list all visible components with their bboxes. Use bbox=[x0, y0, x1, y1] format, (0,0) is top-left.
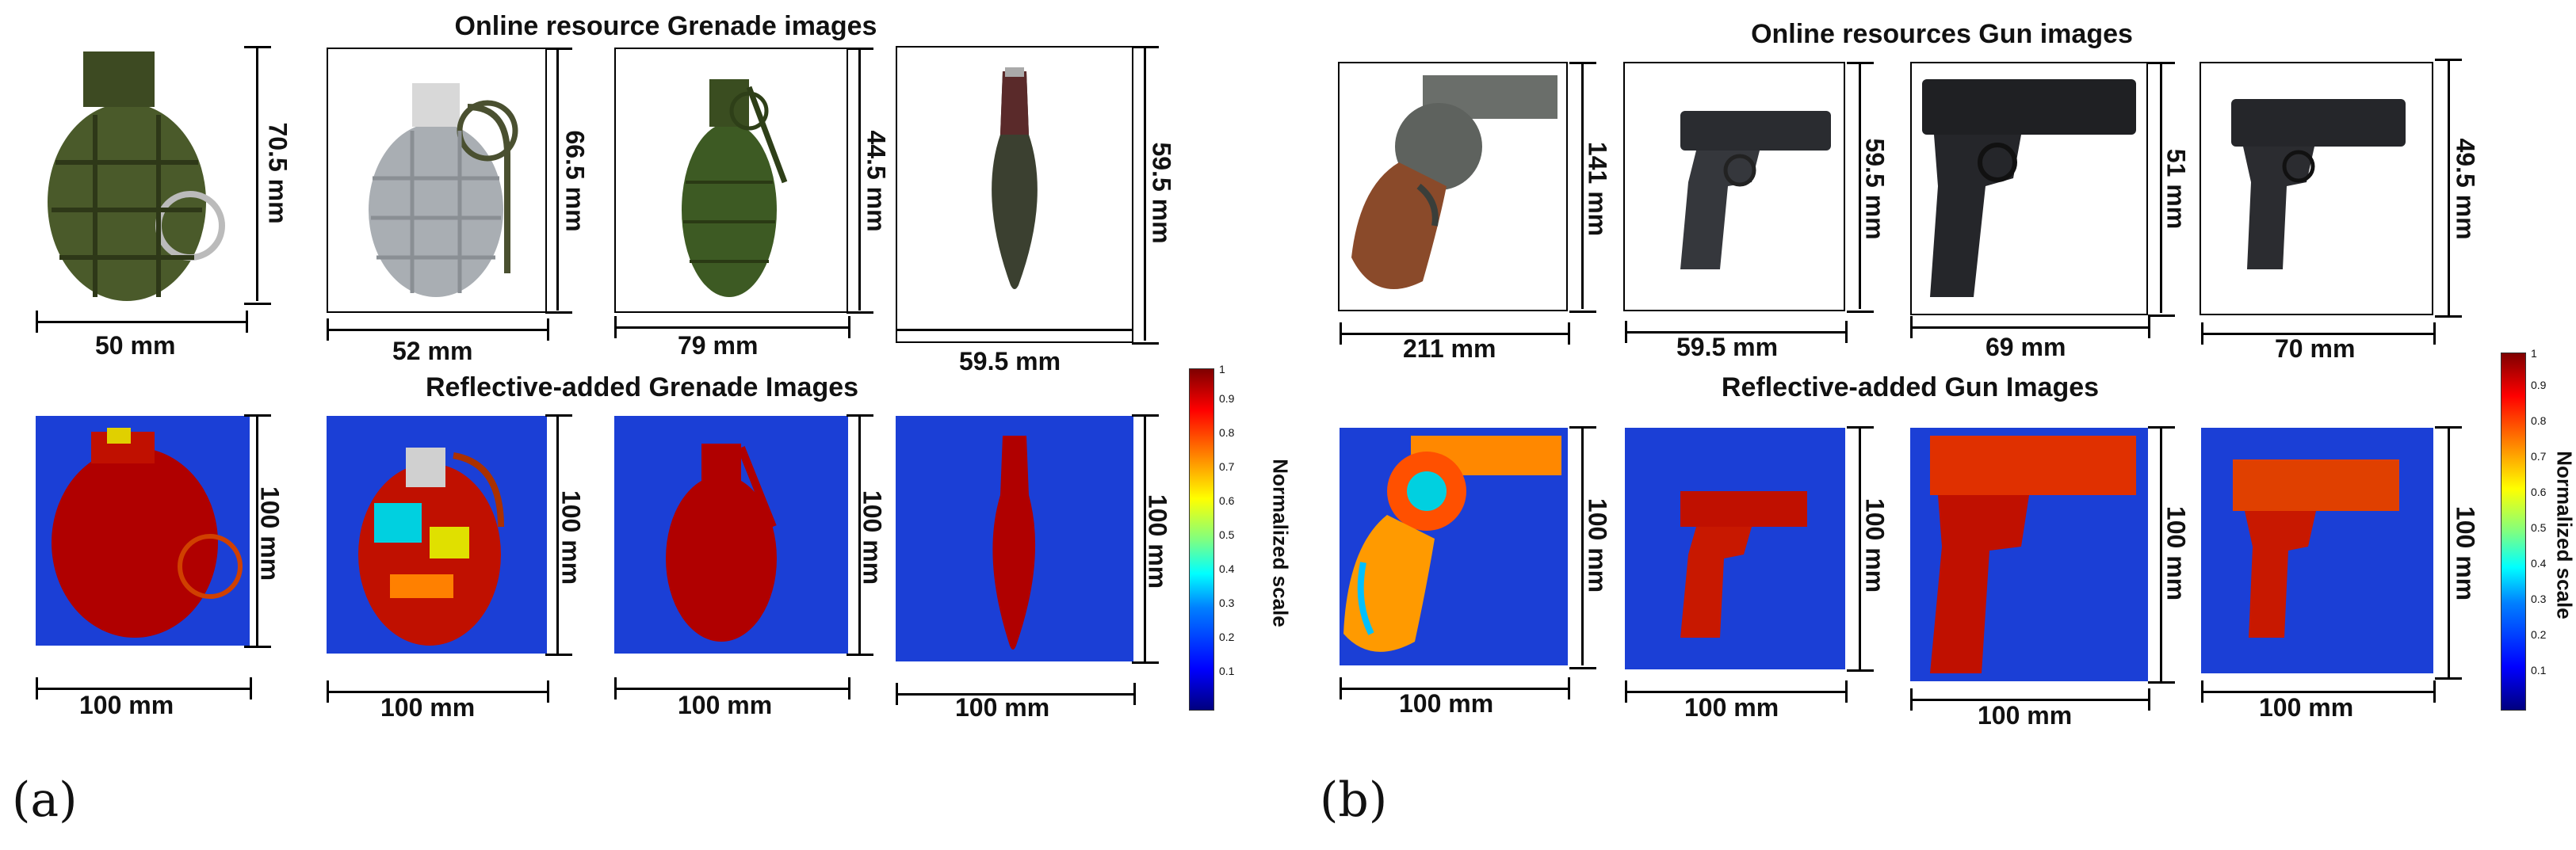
gun-4-height: 49.5 mm bbox=[2451, 138, 2480, 240]
gun-1-width: 211 mm bbox=[1403, 334, 1496, 363]
gun-1-image bbox=[1351, 75, 1557, 289]
gun-3-height: 51 mm bbox=[2161, 148, 2191, 230]
gun-heatmap-4-width: 100 mm bbox=[2259, 693, 2354, 722]
grenade-4-image bbox=[992, 67, 1038, 289]
gun-heatmap-1-image bbox=[1340, 428, 1568, 665]
grenade-heatmap-4-image bbox=[896, 416, 1133, 661]
gun-2-width: 59.5 mm bbox=[1676, 333, 1779, 361]
gun-heatmap-2-width: 100 mm bbox=[1684, 693, 1779, 722]
gun-3-image bbox=[1922, 79, 2136, 297]
gun-heatmap-2-image bbox=[1625, 428, 1845, 669]
gun-heatmap-1-width: 100 mm bbox=[1399, 689, 1494, 718]
gun-heatmap-4-image bbox=[2201, 428, 2433, 673]
grenade-1-width: 50 mm bbox=[95, 331, 176, 360]
grenade-1-height: 70.5 mm bbox=[263, 122, 292, 224]
grenade-1-image bbox=[48, 51, 225, 301]
gun-2-image bbox=[1680, 111, 1831, 269]
gun-bottom-title: Reflective-added Gun Images bbox=[1721, 372, 2100, 402]
grenade-4-width: 59.5 mm bbox=[959, 347, 1061, 375]
grenade-heatmap-4-width: 100 mm bbox=[955, 693, 1050, 722]
grenade-heatmap-1-image bbox=[36, 416, 250, 646]
grenade-3-width: 79 mm bbox=[678, 331, 759, 360]
grenade-heatmap-2-image bbox=[327, 416, 547, 654]
gun-heatmap-3-width: 100 mm bbox=[1978, 701, 2073, 730]
gun-colorbar-label: Normalized scale bbox=[2552, 451, 2576, 619]
grenade-colorbar-label: Normalized scale bbox=[1268, 459, 1293, 627]
grenade-4-height: 59.5 mm bbox=[1147, 142, 1176, 244]
grenade-3-height: 44.5 mm bbox=[862, 130, 891, 232]
gun-colorbar bbox=[2501, 353, 2526, 711]
grenade-heatmap-3-height: 100 mm bbox=[858, 490, 887, 585]
grenade-3-image bbox=[682, 79, 788, 297]
grenade-2-width: 52 mm bbox=[392, 337, 473, 365]
gun-heatmap-4-height: 100 mm bbox=[2451, 505, 2480, 601]
gun-4-image bbox=[2231, 99, 2406, 269]
gun-top-title: Online resources Gun images bbox=[1751, 19, 2133, 49]
gun-3-width: 69 mm bbox=[1986, 333, 2066, 361]
gun-heatmap-2-height: 100 mm bbox=[1860, 497, 1890, 593]
gun-4-width: 70 mm bbox=[2275, 334, 2356, 363]
gun-heatmap-3-image bbox=[1910, 428, 2148, 681]
grenade-2-height: 66.5 mm bbox=[560, 130, 590, 232]
grenade-2-image bbox=[369, 83, 518, 297]
panel-a-label: (a) bbox=[12, 772, 78, 828]
grenade-heatmap-1-height: 100 mm bbox=[255, 486, 285, 581]
grenade-top-title: Online resource Grenade images bbox=[454, 11, 877, 41]
grenade-bottom-title: Reflective-added Grenade Images bbox=[425, 372, 859, 402]
grenade-heatmap-3-width: 100 mm bbox=[678, 691, 773, 719]
gun-2-height: 59.5 mm bbox=[1860, 138, 1890, 240]
grenade-heatmap-3-image bbox=[614, 416, 848, 654]
gun-1-height: 141 mm bbox=[1583, 141, 1612, 237]
panel-b-label: (b) bbox=[1320, 772, 1388, 828]
grenade-heatmap-2-height: 100 mm bbox=[556, 490, 586, 585]
grenade-heatmap-4-height: 100 mm bbox=[1143, 494, 1172, 589]
grenade-heatmap-2-width: 100 mm bbox=[380, 693, 476, 722]
grenade-colorbar bbox=[1189, 368, 1214, 711]
gun-heatmap-1-height: 100 mm bbox=[1583, 497, 1612, 593]
grenade-heatmap-1-width: 100 mm bbox=[79, 691, 174, 719]
gun-heatmap-3-height: 100 mm bbox=[2161, 505, 2191, 601]
